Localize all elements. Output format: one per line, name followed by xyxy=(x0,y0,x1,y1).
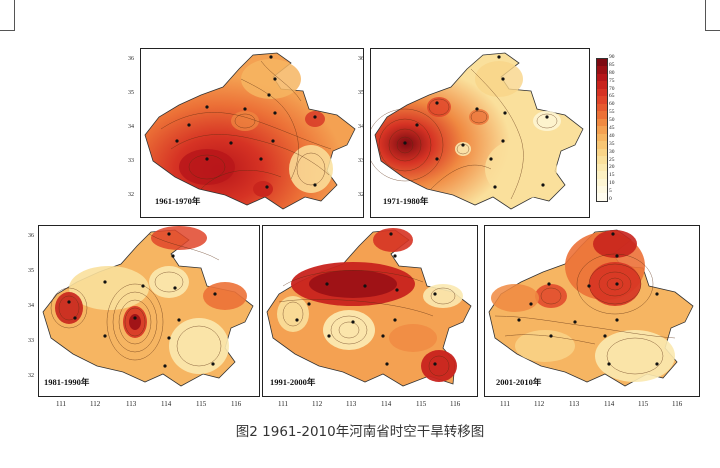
colorbar-swatch xyxy=(597,178,607,186)
colorbar-labels: 90 85 80 75 70 65 60 55 50 45 40 35 30 25 20 15 10 5 0 xyxy=(609,54,629,202)
colorbar-label: 25 xyxy=(609,156,615,163)
x-tick: 113 xyxy=(126,400,137,408)
drought-map-2001-2010 xyxy=(488,229,694,387)
x-tick: 112 xyxy=(90,400,101,408)
x-tick: 111 xyxy=(500,400,510,408)
panel-label-1961-1970: 1961-1970年 xyxy=(155,196,201,206)
y-tick: 34 xyxy=(28,303,34,309)
colorbar-swatch xyxy=(597,66,607,74)
drought-map-1981-1990 xyxy=(42,226,254,387)
colorbar-label: 30 xyxy=(609,148,615,155)
map-panel-1961-1970 xyxy=(140,48,364,218)
map-panel-1981-1990 xyxy=(38,225,260,397)
colorbar-label: 50 xyxy=(609,117,615,124)
x-tick: 116 xyxy=(672,400,683,408)
colorbar-swatch xyxy=(597,88,607,97)
colorbar-swatch xyxy=(597,171,607,179)
x-tick: 114 xyxy=(161,400,172,408)
y-tick: 35 xyxy=(128,90,134,96)
crop-mark-right-v xyxy=(705,0,706,30)
panel-label-1991-2000: 1991-2000年 xyxy=(270,377,316,387)
y-tick: 36 xyxy=(28,233,34,239)
x-tick: 115 xyxy=(196,400,207,408)
colorbar-swatch xyxy=(597,141,607,149)
colorbar-label: 80 xyxy=(609,69,615,76)
colorbar-swatch xyxy=(597,133,607,142)
colorbar-swatch xyxy=(597,118,607,127)
panel-label-2001-2010: 2001-2010年 xyxy=(496,377,542,387)
colorbar-swatch xyxy=(597,111,607,119)
x-tick: 112 xyxy=(312,400,323,408)
x-tick: 115 xyxy=(638,400,649,408)
colorbar-label: 45 xyxy=(609,125,615,131)
crop-mark-left-v xyxy=(14,0,15,30)
colorbar-swatch xyxy=(597,148,607,157)
figure-caption: 图2 1961-2010年河南省时空干旱转移图 xyxy=(235,424,485,440)
panel-label-1971-1980: 1971-1980年 xyxy=(383,196,429,206)
colorbar-swatch xyxy=(597,81,607,89)
colorbar-label: 55 xyxy=(609,109,615,116)
colorbar-label: 70 xyxy=(609,85,615,92)
panel-label-1981-1990: 1981-1990年 xyxy=(44,377,90,387)
y-tick: 33 xyxy=(128,158,134,164)
colorbar-swatch xyxy=(597,156,607,164)
x-tick: 115 xyxy=(416,400,427,408)
colorbar-label: 35 xyxy=(609,140,615,147)
x-tick: 116 xyxy=(231,400,242,408)
crop-mark-left-h xyxy=(0,30,15,31)
colorbar-label: 90 xyxy=(609,54,615,60)
colorbar-swatch xyxy=(597,163,607,172)
y-tick: 35 xyxy=(358,90,364,96)
colorbar-label: 60 xyxy=(609,101,615,108)
y-tick: 32 xyxy=(358,192,364,198)
x-tick: 111 xyxy=(56,400,66,408)
y-tick: 34 xyxy=(358,124,364,130)
colorbar-label: 15 xyxy=(609,172,615,179)
y-tick: 33 xyxy=(358,158,364,164)
colorbar-swatch xyxy=(597,126,607,134)
map-panel-1971-1980 xyxy=(366,48,590,218)
colorbar-swatch xyxy=(597,193,607,201)
colorbar-label: 20 xyxy=(609,164,615,171)
x-tick: 113 xyxy=(346,400,357,408)
x-tick: 116 xyxy=(450,400,461,408)
colorbar-strip xyxy=(597,59,607,201)
colorbar-swatch xyxy=(597,59,607,67)
y-tick: 32 xyxy=(28,373,34,379)
colorbar-label: 85 xyxy=(609,61,615,68)
colorbar-label: 10 xyxy=(609,180,615,187)
y-tick: 36 xyxy=(358,56,364,62)
y-tick: 35 xyxy=(28,268,34,274)
drought-map-1991-2000 xyxy=(266,228,472,387)
y-tick: 36 xyxy=(128,56,134,62)
colorbar-label: 65 xyxy=(609,93,615,100)
crop-mark-right-h xyxy=(705,30,720,31)
colorbar-swatch xyxy=(597,185,607,194)
colorbar-label: 5 xyxy=(609,188,612,195)
colorbar-swatch xyxy=(597,73,607,82)
x-tick: 114 xyxy=(604,400,615,408)
y-tick: 34 xyxy=(128,124,134,130)
x-tick: 112 xyxy=(534,400,545,408)
y-tick: 33 xyxy=(28,338,34,344)
map-panel-2001-2010 xyxy=(484,225,700,397)
y-tick: 32 xyxy=(128,192,134,198)
map-panel-1991-2000 xyxy=(262,225,478,397)
colorbar-label: 75 xyxy=(609,77,615,84)
x-tick: 111 xyxy=(278,400,288,408)
colorbar-label: 0 xyxy=(609,196,612,202)
colorbar-swatch xyxy=(597,103,607,112)
colorbar xyxy=(596,58,608,202)
colorbar-label: 40 xyxy=(609,132,615,139)
drought-map-1961-1970 xyxy=(144,52,356,210)
colorbar-swatch xyxy=(597,96,607,104)
drought-map-1971-1980 xyxy=(366,52,584,210)
x-tick: 114 xyxy=(381,400,392,408)
x-tick: 113 xyxy=(569,400,580,408)
